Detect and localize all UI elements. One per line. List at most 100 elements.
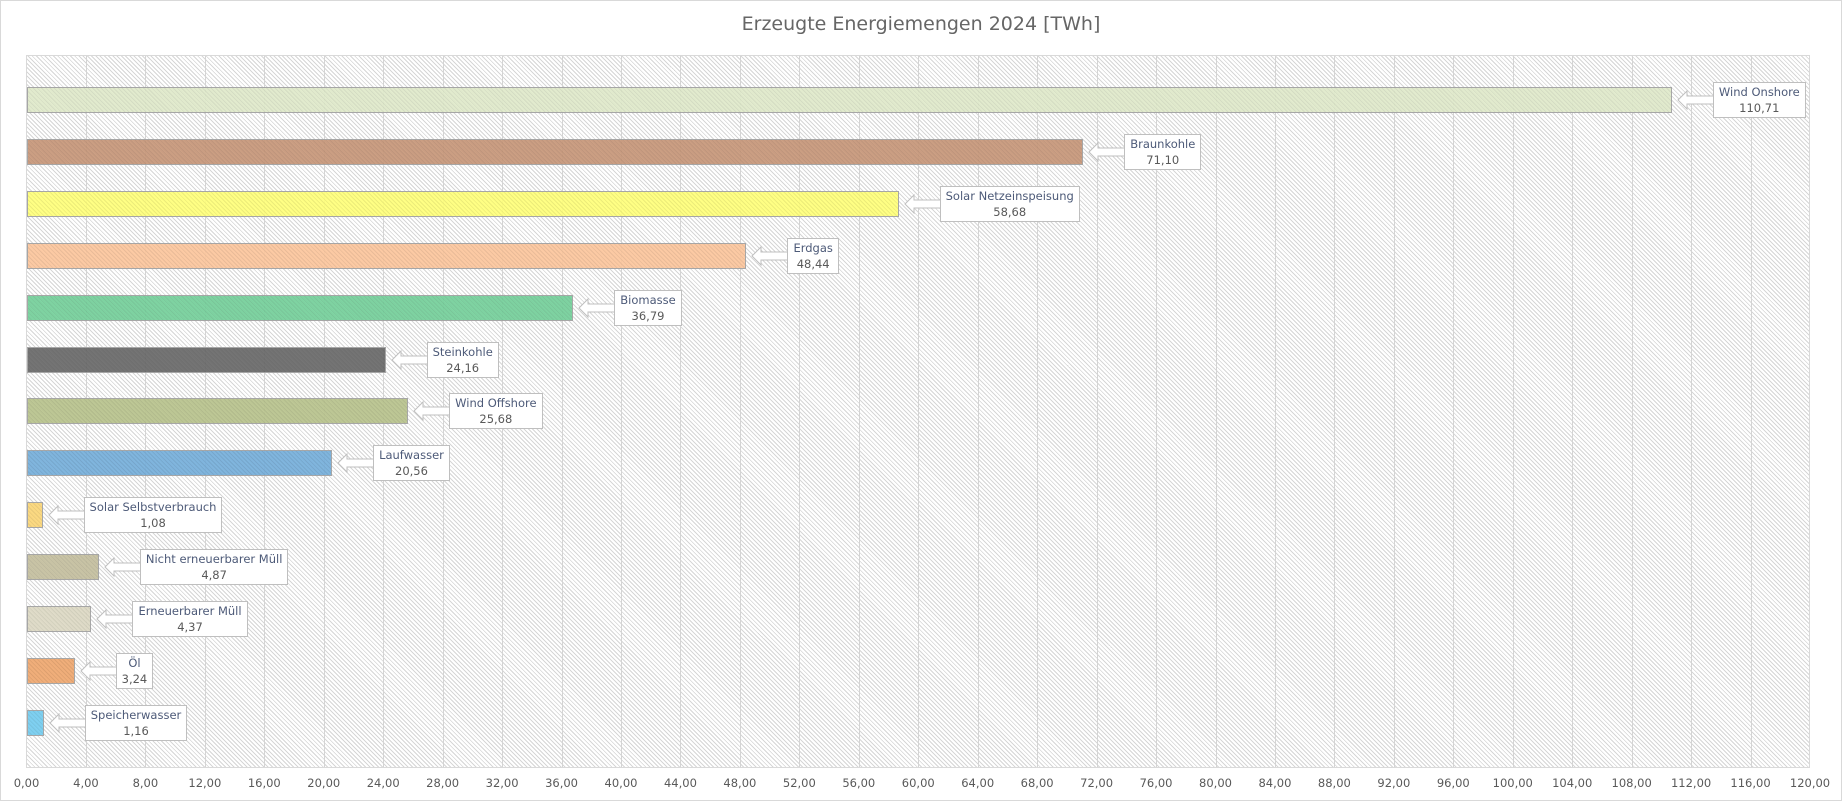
bar — [26, 709, 44, 736]
bar — [26, 242, 747, 269]
x-tick-label: 64,00 — [961, 776, 995, 790]
x-tick-label: 24,00 — [366, 776, 400, 790]
x-tick-label: 16,00 — [247, 776, 281, 790]
data-label-value: 3,24 — [121, 671, 148, 686]
data-label-value: 4,37 — [177, 620, 203, 634]
gridline — [1572, 56, 1574, 767]
data-label: Speicherwasser 1,16 — [84, 704, 188, 741]
data-label-category: Braunkohle — [1130, 136, 1196, 151]
callout-arrow-icon — [337, 453, 375, 474]
bar — [26, 190, 899, 217]
x-tick-label: 20,00 — [307, 776, 341, 790]
data-label-value: 1,08 — [140, 516, 166, 531]
data-label-category: Wind Offshore — [455, 396, 537, 411]
data-label-category: Solar Selbstverbrauch — [89, 500, 217, 515]
data-label: Wind Onshore 110,71 — [1712, 82, 1806, 118]
x-tick-label: 112,00 — [1670, 776, 1712, 790]
callout-arrow-icon — [390, 349, 429, 370]
bar — [26, 657, 75, 684]
gridline — [1750, 56, 1752, 767]
gridline — [1215, 56, 1217, 767]
data-label-category: Öl — [128, 655, 141, 670]
x-tick-label: 84,00 — [1258, 776, 1292, 790]
data-label-value: 4,87 — [201, 568, 227, 583]
data-label: Laufwasser 20,56 — [373, 445, 450, 482]
gridline — [858, 56, 860, 767]
callout-arrow-icon — [413, 401, 451, 422]
data-label: Steinkohle 24,16 — [426, 341, 499, 378]
data-label-value: 36,79 — [631, 308, 665, 323]
data-label: Erdgas 48,44 — [787, 237, 839, 274]
x-tick-label: 96,00 — [1436, 776, 1470, 790]
data-label: Öl 3,24 — [115, 652, 154, 689]
gridline — [1691, 56, 1693, 767]
x-tick-label: 116,00 — [1730, 776, 1771, 790]
bar — [26, 294, 574, 321]
bar — [26, 554, 99, 581]
callout-arrow-icon — [903, 193, 942, 215]
gridline — [1037, 56, 1039, 767]
x-tick-label: 12,00 — [188, 776, 222, 790]
data-label: Nicht erneuerbarer Müll 4,87 — [139, 549, 289, 586]
data-label: Solar Netzeinspeisung 58,68 — [939, 185, 1080, 222]
data-label-category: Laufwasser — [379, 448, 444, 463]
data-label-category: Erneuerbarer Müll — [138, 604, 242, 618]
x-tick-label: 120,00 — [1789, 776, 1831, 790]
data-label-value: 25,68 — [479, 412, 513, 427]
callout-arrow-icon — [104, 556, 142, 578]
x-tick-label: 80,00 — [1199, 776, 1232, 790]
gridline — [561, 56, 563, 767]
callout-arrow-icon — [79, 660, 118, 682]
callout-arrow-icon — [751, 245, 789, 266]
x-tick-label: 28,00 — [426, 776, 460, 790]
data-label-value: 24,16 — [446, 360, 480, 375]
x-tick-label: 92,00 — [1377, 776, 1411, 790]
gridline — [799, 56, 801, 767]
data-label-category: Nicht erneuerbarer Müll — [145, 552, 283, 567]
data-label: Solar Selbstverbrauch 1,08 — [83, 497, 223, 534]
gridline — [1393, 56, 1395, 767]
data-label: Biomasse 36,79 — [614, 289, 682, 326]
x-tick-label: 4,00 — [73, 776, 99, 790]
bar — [26, 606, 92, 632]
gridline — [1274, 56, 1276, 767]
bar — [26, 138, 1084, 165]
x-tick-label: 44,00 — [663, 776, 697, 790]
gridline — [977, 56, 979, 767]
gridline — [1096, 56, 1098, 767]
callout-arrow-icon — [1677, 89, 1715, 111]
bar — [26, 450, 333, 477]
x-tick-label: 88,00 — [1317, 776, 1351, 790]
callout-arrow-icon — [96, 608, 134, 630]
x-tick-label: 32,00 — [485, 776, 519, 790]
x-tick-label: 60,00 — [901, 776, 935, 790]
x-tick-label: 72,00 — [1080, 776, 1114, 790]
x-tick-label: 108,00 — [1611, 776, 1652, 790]
gridline — [1334, 56, 1336, 767]
x-tick-label: 52,00 — [782, 776, 816, 790]
chart-title: Erzeugte Energiemengen 2024 [TWh] — [741, 13, 1101, 35]
gridline — [1453, 56, 1455, 767]
data-label-value: 110,71 — [1739, 101, 1780, 115]
x-tick-label: 40,00 — [604, 776, 638, 790]
x-tick-label: 76,00 — [1139, 776, 1173, 790]
gridline — [1631, 56, 1633, 767]
gridline — [918, 56, 920, 767]
gridline — [1512, 56, 1514, 767]
data-label-value: 48,44 — [796, 256, 830, 271]
callout-arrow-icon — [578, 297, 616, 318]
data-label: Erneuerbarer Müll 4,37 — [132, 601, 248, 637]
data-label-category: Wind Onshore — [1718, 85, 1800, 99]
callout-arrow-icon — [1088, 141, 1126, 163]
data-label-category: Solar Netzeinspeisung — [945, 188, 1074, 203]
data-label-value: 58,68 — [993, 204, 1027, 219]
data-label: Braunkohle 71,10 — [1124, 133, 1202, 170]
x-tick-label: 100,00 — [1492, 776, 1533, 790]
bar — [26, 398, 409, 425]
data-label-value: 20,56 — [395, 464, 428, 479]
x-tick-label: 56,00 — [842, 776, 876, 790]
data-label-value: 1,16 — [123, 723, 149, 738]
bar — [26, 346, 386, 373]
callout-arrow-icon — [49, 712, 87, 734]
